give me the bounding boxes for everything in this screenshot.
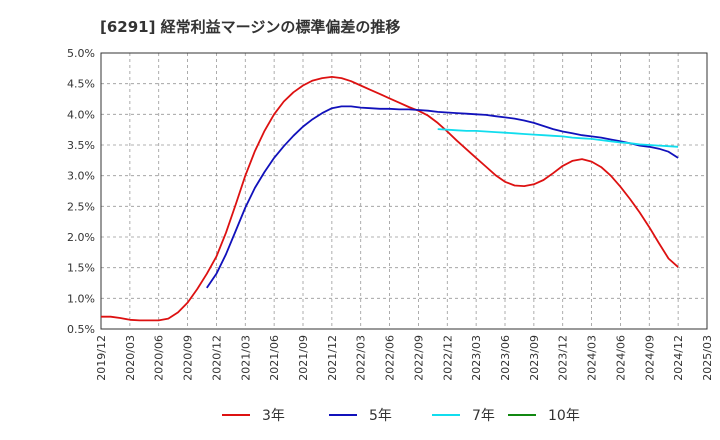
axis-labels: 0.5% 1.0% 1.5% 2.0% 2.5% 3.0% 3.5% 4.0% 4.5% 5.0%… <box>67 47 714 381</box>
series-line-0 <box>101 76 679 322</box>
x-tick-label: 2023/12 <box>557 335 570 381</box>
x-tick-label: 2023/06 <box>499 335 512 381</box>
y-tick-label: 2.0% <box>67 231 95 244</box>
x-tick-label: 2023/03 <box>470 335 483 381</box>
x-tick-label: 2022/12 <box>441 335 454 381</box>
legend-label-0: 3年 <box>262 408 285 424</box>
y-tick-label: 2.5% <box>67 200 95 213</box>
series-lines <box>101 76 679 322</box>
x-tick-label: 2024/03 <box>586 335 599 381</box>
x-tick-label: 2024/06 <box>614 335 627 381</box>
legend-label-1: 5年 <box>369 408 392 424</box>
x-tick-label: 2024/12 <box>672 335 685 381</box>
y-tick-label: 1.5% <box>67 262 95 275</box>
legend-label-2: 7年 <box>472 408 495 424</box>
x-tick-label: 2022/06 <box>384 335 397 381</box>
legend: 3年 5年 7年 10年 <box>222 408 580 424</box>
x-tick-label: 2020/12 <box>210 335 223 381</box>
chart-title: [6291] 経常利益マージンの標準偏差の推移 <box>100 18 401 36</box>
x-tick-label: 2021/09 <box>297 335 310 381</box>
y-tick-label: 0.5% <box>67 323 95 336</box>
y-tick-label: 3.5% <box>67 139 95 152</box>
y-tick-label: 3.0% <box>67 170 95 183</box>
x-tick-label: 2019/12 <box>95 335 108 381</box>
series-line-2 <box>437 128 679 148</box>
plot-area-frame <box>100 52 708 330</box>
x-tick-label: 2020/09 <box>182 335 195 381</box>
x-tick-label: 2024/09 <box>643 335 656 381</box>
x-tick-label: 2020/06 <box>153 335 166 381</box>
x-tick-label: 2021/03 <box>239 335 252 381</box>
legend-label-3: 10年 <box>548 408 580 424</box>
y-tick-label: 4.5% <box>67 78 95 91</box>
y-tick-label: 4.0% <box>67 108 95 121</box>
grid-lines <box>101 53 707 329</box>
x-tick-label: 2023/09 <box>528 335 541 381</box>
y-tick-label: 5.0% <box>67 47 95 60</box>
x-tick-label: 2020/03 <box>124 335 137 381</box>
series-line-1 <box>206 105 679 289</box>
x-tick-label: 2022/03 <box>355 335 368 381</box>
y-tick-label: 1.0% <box>67 292 95 305</box>
x-tick-label: 2021/06 <box>268 335 281 381</box>
x-tick-label: 2021/12 <box>326 335 339 381</box>
x-tick-label: 2022/09 <box>412 335 425 381</box>
x-tick-label: 2025/03 <box>701 335 714 381</box>
